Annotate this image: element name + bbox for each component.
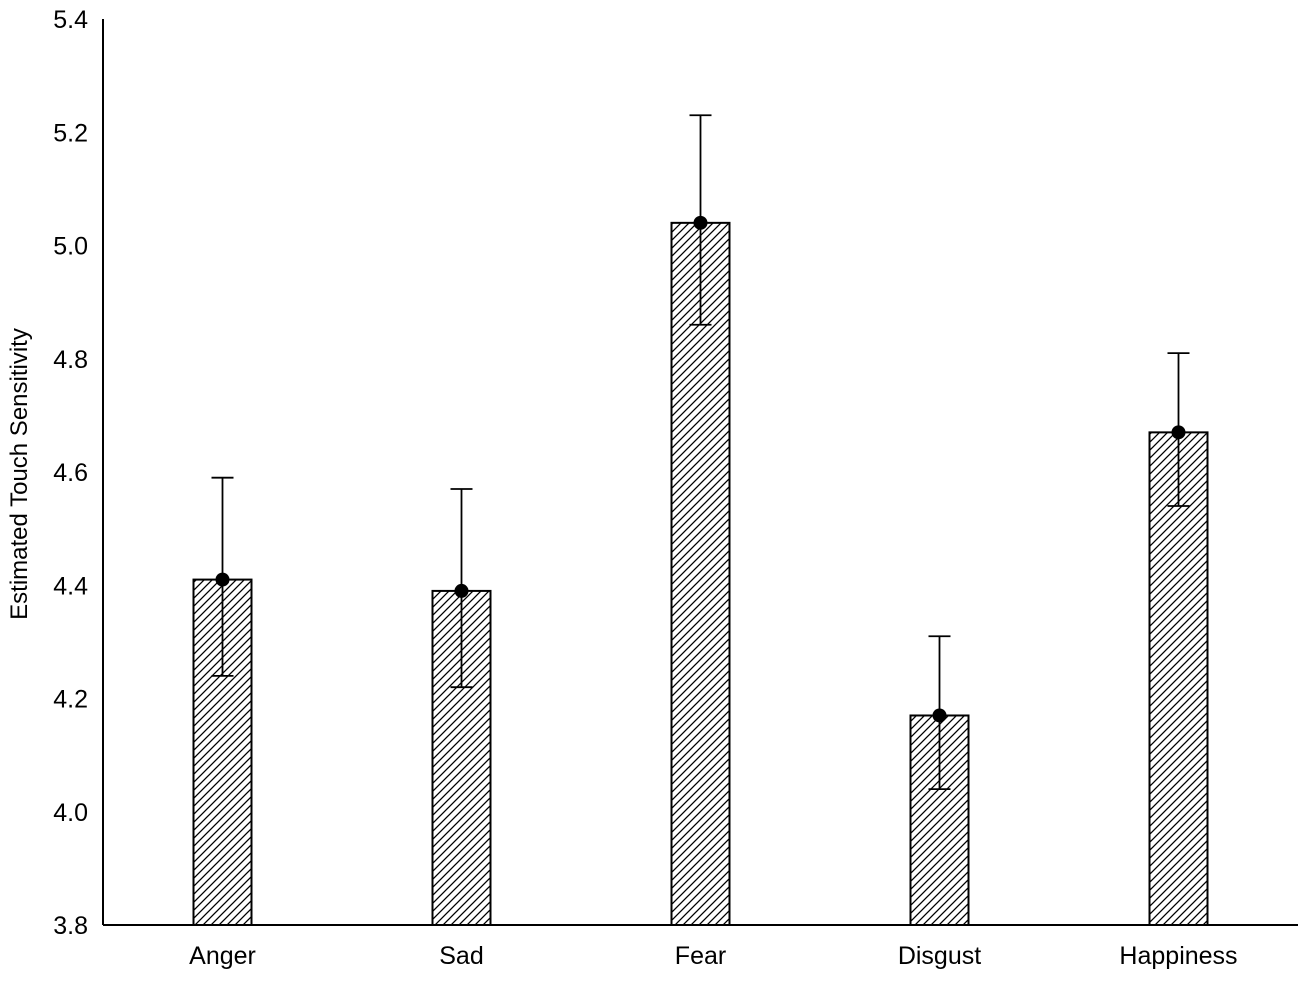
mean-point-sad <box>454 583 469 598</box>
axes <box>102 19 1298 926</box>
x-category-label: Disgust <box>898 942 981 970</box>
mean-point-fear <box>693 215 708 230</box>
bar-happiness <box>1148 431 1209 926</box>
y-tick-label: 5.0 <box>53 233 88 261</box>
y-axis-title: Estimated Touch Sensitivity <box>6 328 33 620</box>
bar-fear <box>670 221 731 927</box>
mean-point-anger <box>215 572 230 587</box>
x-category-label: Sad <box>439 942 483 970</box>
y-axis-ticks: 3.8 4.0 4.2 4.4 4.6 4.8 5.0 5.2 5.4 <box>53 6 88 940</box>
error-bars <box>211 114 1190 790</box>
mean-points <box>215 215 1186 723</box>
x-category-label: Fear <box>675 942 726 970</box>
y-tick-label: 4.6 <box>53 459 88 487</box>
y-tick-label: 3.8 <box>53 912 88 940</box>
y-tick-label: 4.2 <box>53 686 88 714</box>
y-tick-label: 4.8 <box>53 346 88 374</box>
x-axis-labels: Anger Sad Fear Disgust Happiness <box>189 942 1237 970</box>
y-tick-label: 5.4 <box>53 6 88 34</box>
x-category-label: Happiness <box>1119 942 1237 970</box>
bars <box>192 221 1209 927</box>
y-tick-label: 4.0 <box>53 799 88 827</box>
mean-point-disgust <box>932 708 947 723</box>
mean-point-happiness <box>1171 425 1186 440</box>
y-tick-label: 5.2 <box>53 119 88 147</box>
x-category-label: Anger <box>189 942 256 970</box>
y-tick-label: 4.4 <box>53 572 88 600</box>
